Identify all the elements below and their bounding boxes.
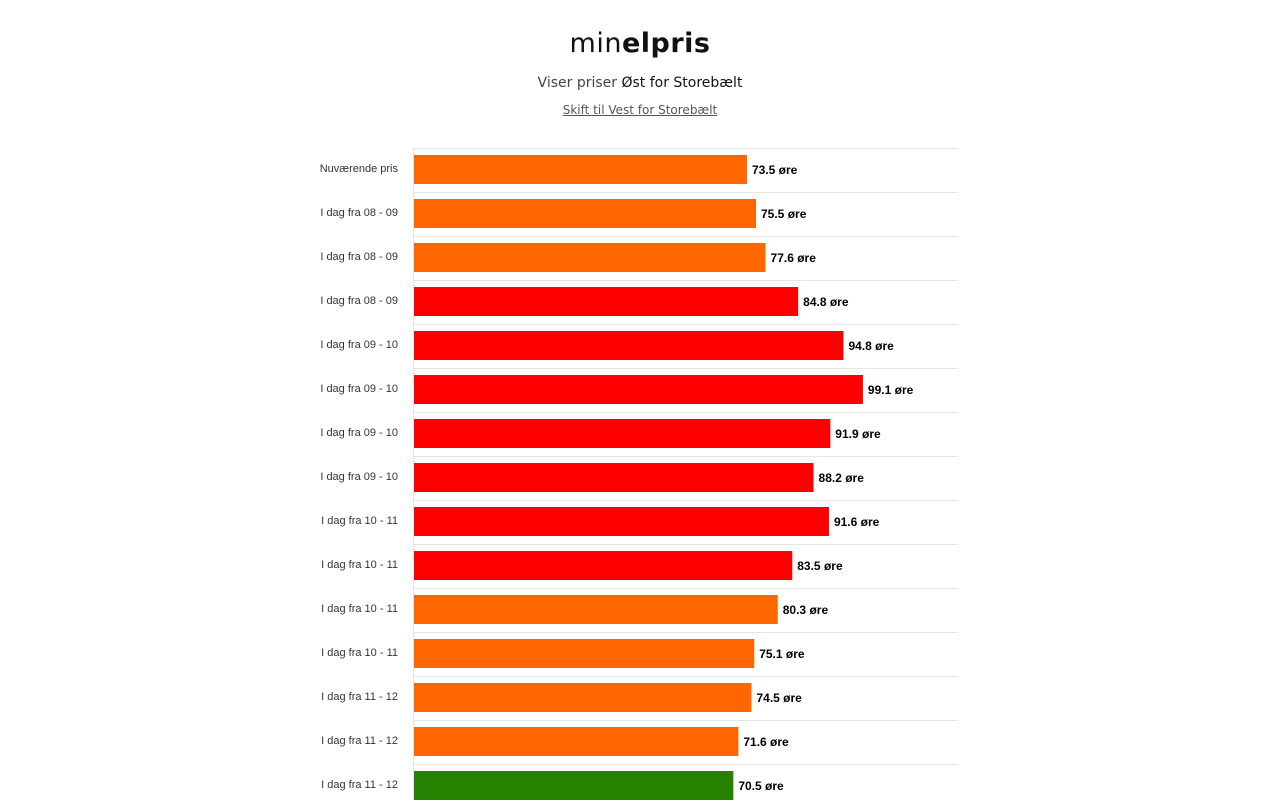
category-label: I dag fra 08 - 09 bbox=[320, 295, 398, 307]
category-label: I dag fra 10 - 11 bbox=[321, 647, 398, 659]
subtitle-prefix: Viser priser bbox=[537, 75, 622, 91]
value-label: 73.5 øre bbox=[752, 163, 798, 177]
category-label: I dag fra 11 - 12 bbox=[321, 735, 398, 747]
category-label: Nuværende pris bbox=[320, 163, 399, 175]
value-label: 77.6 øre bbox=[771, 251, 817, 265]
value-label: 94.8 øre bbox=[848, 339, 894, 353]
switch-region-link[interactable]: Skift til Vest for Storebælt bbox=[562, 103, 718, 117]
category-label: I dag fra 09 - 10 bbox=[320, 339, 398, 351]
price-bar[interactable] bbox=[414, 639, 755, 668]
category-label: I dag fra 10 - 11 bbox=[321, 515, 398, 527]
value-label: 91.9 øre bbox=[835, 427, 881, 441]
value-label: 91.6 øre bbox=[834, 515, 880, 529]
price-bar[interactable] bbox=[414, 287, 799, 316]
price-bar[interactable] bbox=[414, 595, 778, 624]
value-label: 74.5 øre bbox=[756, 691, 802, 705]
price-bar[interactable] bbox=[414, 771, 734, 800]
value-label: 99.1 øre bbox=[868, 383, 914, 397]
price-bar[interactable] bbox=[414, 683, 752, 712]
value-label: 88.2 øre bbox=[819, 471, 865, 485]
price-bar[interactable] bbox=[414, 463, 814, 492]
region-subtitle: Viser priser Øst for Storebælt bbox=[0, 75, 1280, 91]
category-label: I dag fra 08 - 09 bbox=[320, 251, 398, 263]
price-bar[interactable] bbox=[414, 199, 757, 228]
value-label: 83.5 øre bbox=[797, 559, 843, 573]
category-label: I dag fra 10 - 11 bbox=[321, 603, 398, 615]
logo-bold-part: elpris bbox=[621, 28, 711, 59]
value-label: 71.6 øre bbox=[743, 735, 789, 749]
current-region: Øst for Storebælt bbox=[621, 75, 743, 91]
price-bar[interactable] bbox=[414, 727, 739, 756]
category-label: I dag fra 11 - 12 bbox=[321, 779, 398, 791]
price-bar[interactable] bbox=[414, 551, 793, 580]
logo-light-part: min bbox=[569, 28, 622, 59]
category-label: I dag fra 10 - 11 bbox=[321, 559, 398, 571]
category-label: I dag fra 09 - 10 bbox=[320, 471, 398, 483]
price-bar[interactable] bbox=[414, 419, 831, 448]
price-bar[interactable] bbox=[414, 507, 829, 536]
value-label: 80.3 øre bbox=[783, 603, 829, 617]
value-label: 75.1 øre bbox=[759, 647, 805, 661]
site-logo[interactable]: minelpris bbox=[0, 28, 1280, 59]
category-label: I dag fra 09 - 10 bbox=[320, 383, 398, 395]
price-bar[interactable] bbox=[414, 331, 844, 360]
category-label: I dag fra 08 - 09 bbox=[320, 207, 398, 219]
price-bar[interactable] bbox=[414, 375, 863, 404]
price-bar[interactable] bbox=[414, 243, 766, 272]
switch-region-wrapper: Skift til Vest for Storebælt bbox=[0, 103, 1280, 117]
value-label: 70.5 øre bbox=[738, 779, 784, 793]
price-bar[interactable] bbox=[414, 155, 747, 184]
value-label: 75.5 øre bbox=[761, 207, 807, 221]
category-label: I dag fra 09 - 10 bbox=[320, 427, 398, 439]
value-label: 84.8 øre bbox=[803, 295, 849, 309]
category-label: I dag fra 11 - 12 bbox=[321, 691, 398, 703]
